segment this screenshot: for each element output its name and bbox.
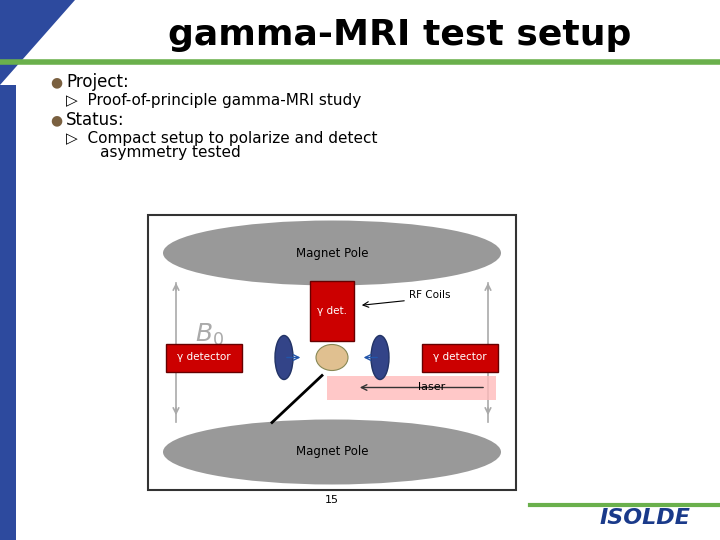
Bar (0, 85, 16, 540)
Text: ●: ● (50, 75, 62, 89)
Bar (310, 280, 354, 341)
Text: ISOLDE: ISOLDE (600, 508, 690, 528)
Text: Status:: Status: (66, 111, 125, 129)
Text: ●: ● (50, 113, 62, 127)
Ellipse shape (275, 335, 293, 380)
Bar (422, 343, 498, 372)
Text: ▷  Compact setup to polarize and detect: ▷ Compact setup to polarize and detect (66, 131, 377, 145)
Text: Project:: Project: (66, 73, 129, 91)
Text: Magnet Pole: Magnet Pole (296, 246, 368, 260)
Text: laser: laser (418, 382, 445, 393)
Polygon shape (0, 0, 75, 85)
Text: gamma-MRI test setup: gamma-MRI test setup (168, 18, 631, 52)
Ellipse shape (371, 335, 389, 380)
Text: Magnet Pole: Magnet Pole (296, 446, 368, 458)
Text: γ detector: γ detector (433, 353, 487, 362)
Ellipse shape (163, 220, 501, 286)
Text: RF Coils: RF Coils (409, 291, 451, 300)
Ellipse shape (316, 345, 348, 370)
Bar (166, 343, 242, 372)
Text: ▷  Proof-of-principle gamma-MRI study: ▷ Proof-of-principle gamma-MRI study (66, 92, 361, 107)
Text: 15: 15 (325, 495, 339, 505)
Bar (148, 215, 516, 490)
Ellipse shape (163, 420, 501, 484)
Text: $B_0$: $B_0$ (195, 321, 225, 348)
Text: γ detector: γ detector (177, 353, 231, 362)
Text: γ det.: γ det. (317, 306, 347, 315)
Text: asymmetry tested: asymmetry tested (66, 145, 240, 159)
Polygon shape (327, 375, 496, 400)
